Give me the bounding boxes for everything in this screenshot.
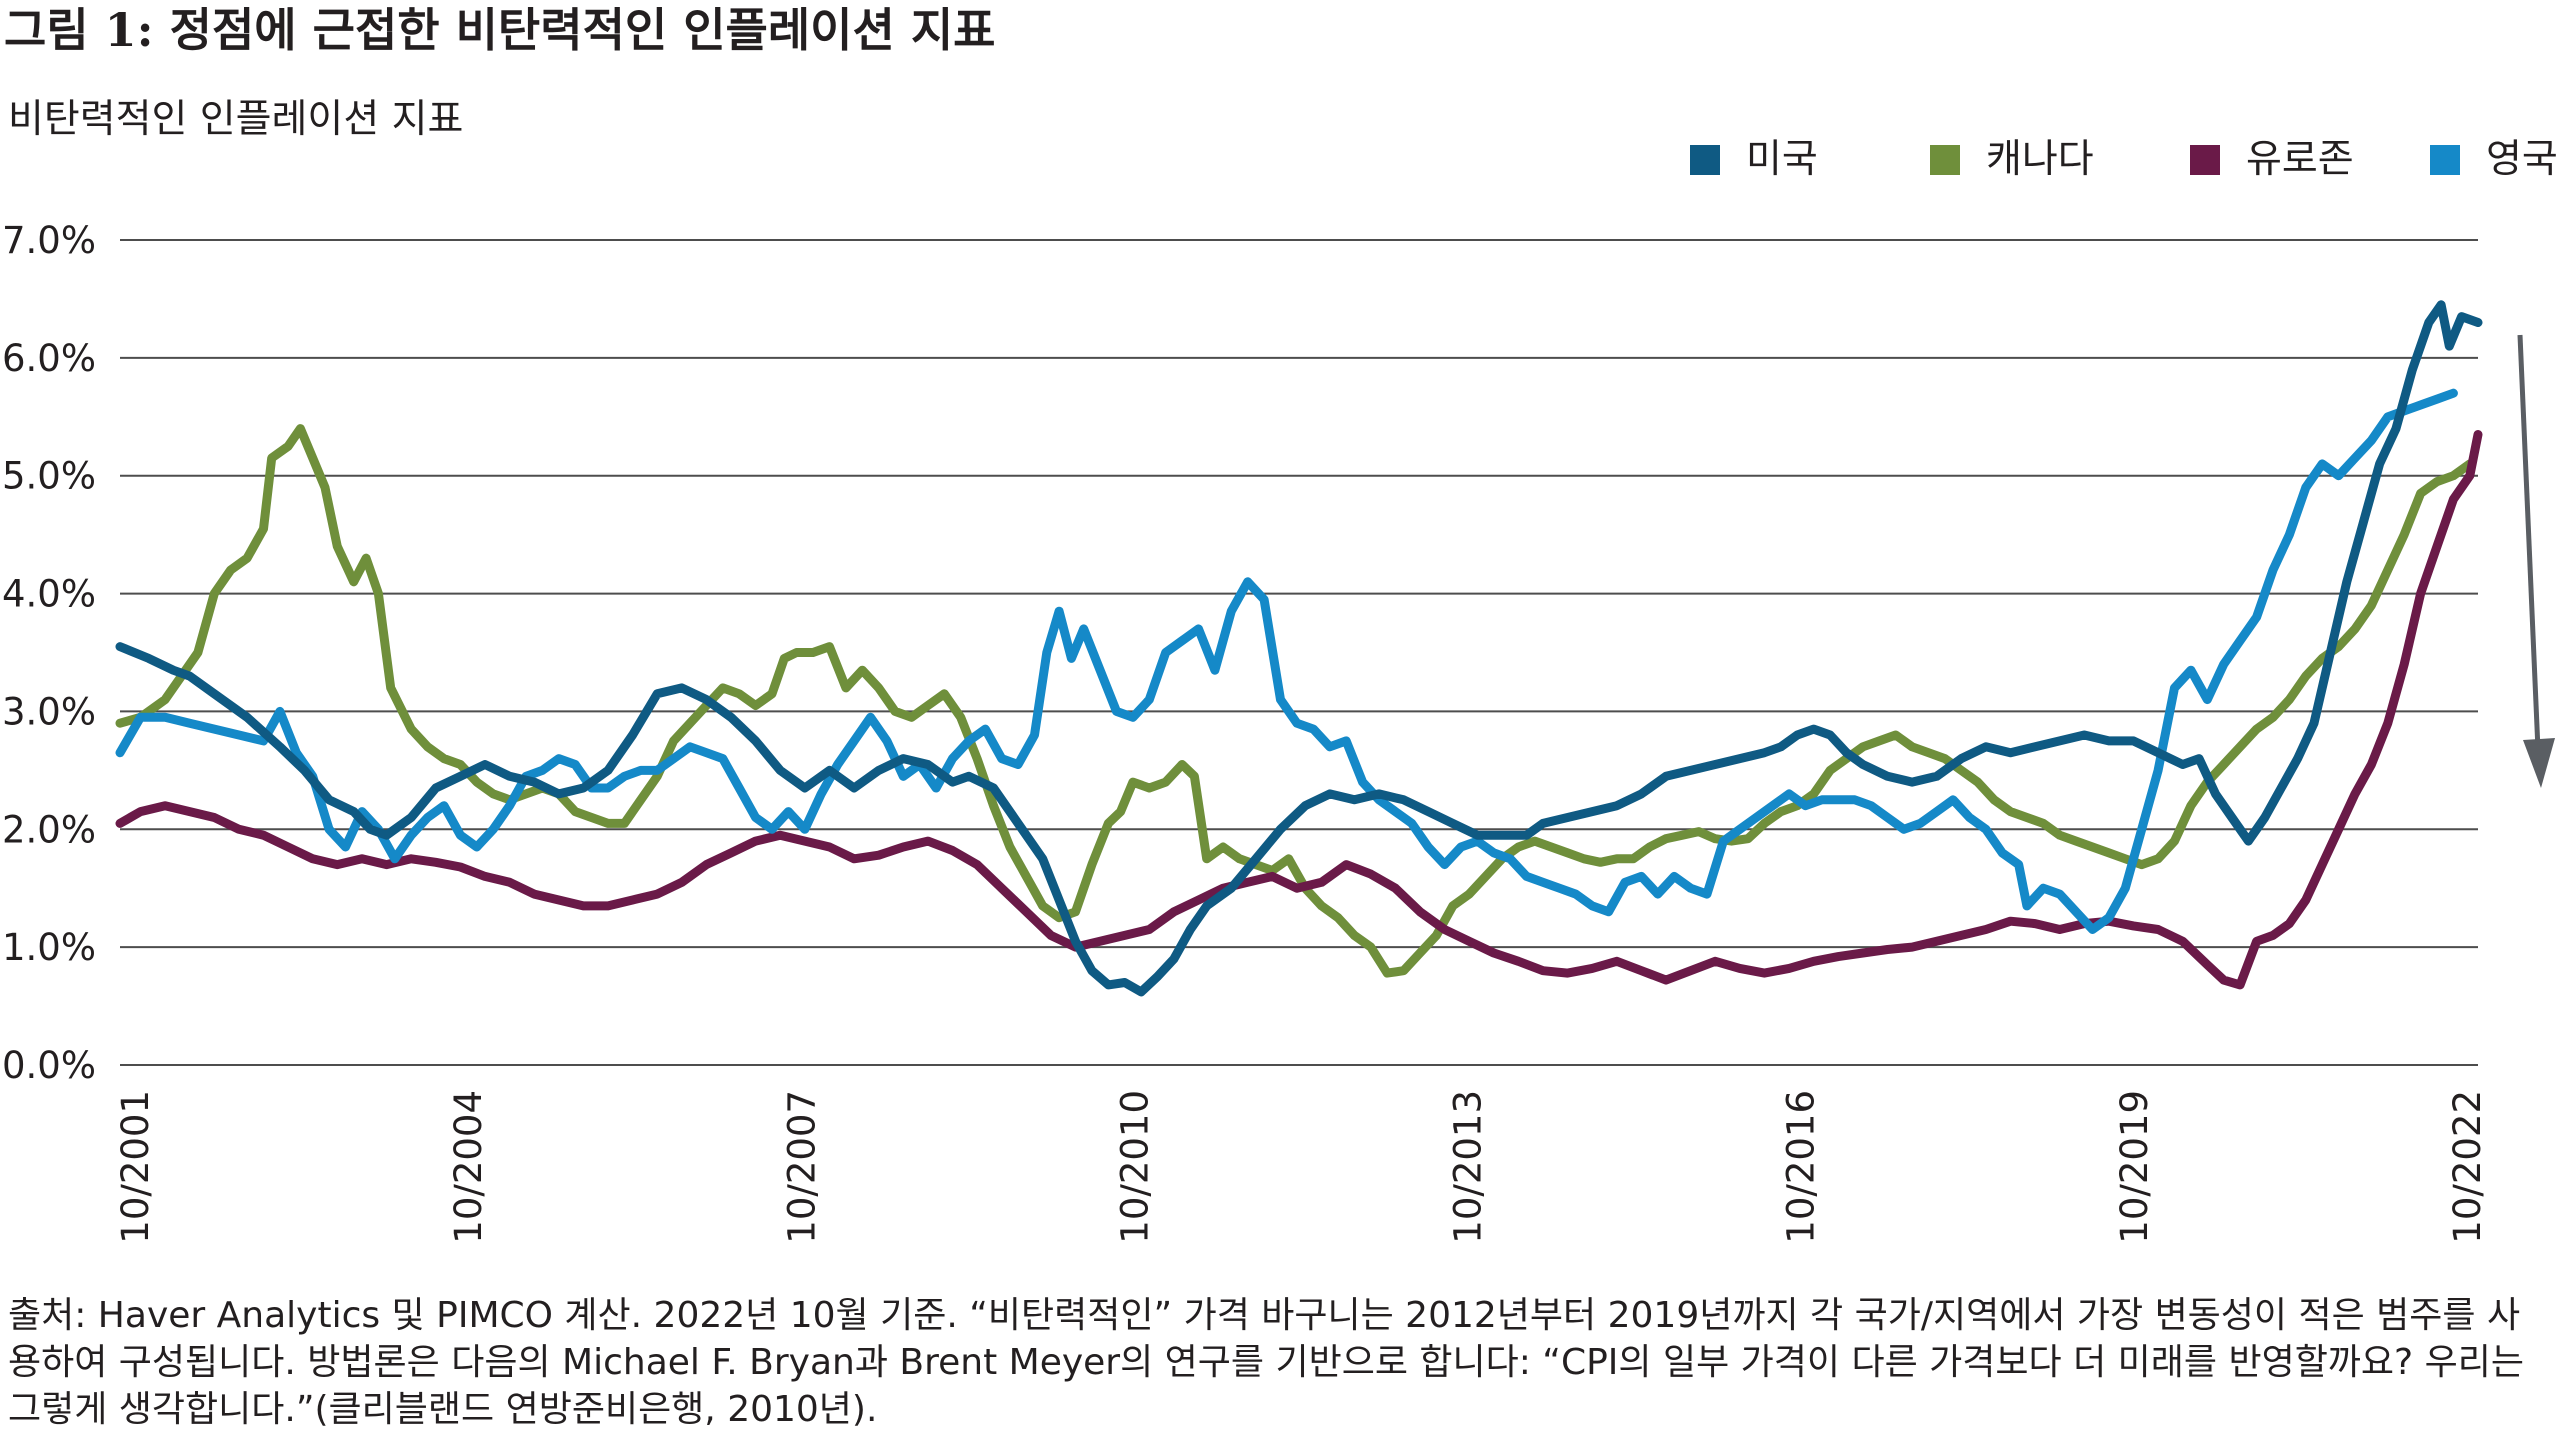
y-tick-label: 7.0% [2, 219, 96, 262]
legend-item-eurozone: 유로존 [2190, 130, 2354, 190]
y-tick-label: 0.0% [2, 1044, 96, 1087]
legend-item-uk: 영국 [2430, 130, 2558, 190]
x-tick-label: 10/2001 [114, 1090, 157, 1244]
trend-arrow-head [2523, 738, 2555, 788]
x-tick-label: 10/2019 [2113, 1090, 2156, 1244]
y-tick-label: 2.0% [2, 808, 96, 851]
y-tick-label: 4.0% [2, 573, 96, 616]
source-note: 출처: Haver Analytics 및 PIMCO 계산. 2022년 10… [8, 1295, 2524, 1430]
legend-item-us: 미국 [1690, 130, 1818, 190]
x-tick-label: 10/2022 [2446, 1090, 2489, 1244]
legend-swatch-eurozone [2190, 145, 2220, 175]
series-line-3 [115, 388, 2458, 934]
legend-label-us: 미국 [1746, 137, 1818, 182]
y-tick-label: 6.0% [2, 337, 96, 380]
figure-title: 그림 1: 정점에 근접한 비탄력적인 인플레이션 지표 [4, 3, 996, 57]
legend-swatch-canada [1930, 145, 1960, 175]
x-tick-label: 10/2007 [780, 1090, 823, 1244]
trend-arrow-shaft [2517, 334, 2541, 751]
legend-label-canada: 캐나다 [1986, 137, 2094, 182]
legend-label-uk: 영국 [2486, 137, 2558, 182]
chart-subtitle: 비탄력적인 인플레이션 지표 [8, 97, 464, 142]
line-chart: 0.0% 1.0% 2.0% 3.0% 4.0% 5.0% 6.0% 7.0% 10/2001 1… [2, 219, 2555, 1244]
x-tick-label: 10/2016 [1780, 1090, 1823, 1244]
legend-label-eurozone: 유로존 [2246, 137, 2354, 182]
y-tick-label: 1.0% [2, 926, 96, 969]
legend-swatch-uk [2430, 145, 2460, 175]
series-line-1 [115, 424, 2475, 978]
series-line-0 [115, 300, 2483, 997]
legend-item-canada: 캐나다 [1930, 130, 2094, 190]
series-line-2 [115, 430, 2483, 990]
x-tick-label: 10/2004 [447, 1090, 490, 1244]
chart-legend: 미국 캐나다 유로존 영국 [1690, 130, 2560, 190]
x-tick-label: 10/2010 [1113, 1090, 1156, 1244]
x-tick-label: 10/2013 [1447, 1090, 1490, 1244]
y-tick-label: 5.0% [2, 455, 96, 498]
y-tick-label: 3.0% [2, 690, 96, 733]
legend-swatch-us [1690, 145, 1720, 175]
